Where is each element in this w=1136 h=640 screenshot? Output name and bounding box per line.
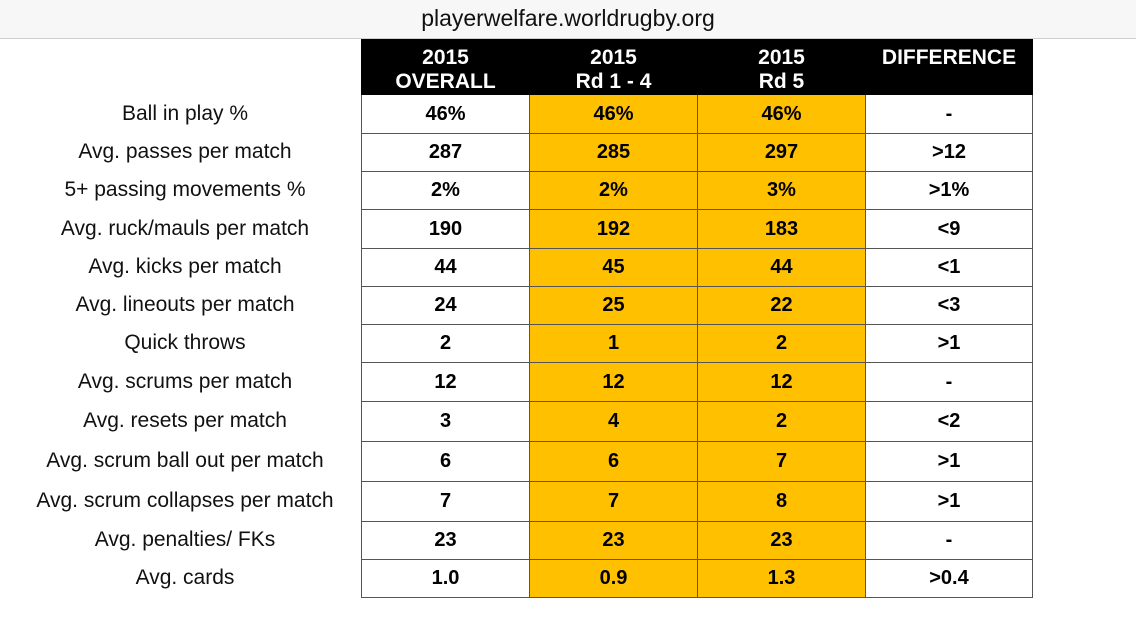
row-label: 5+ passing movements % [64,178,306,201]
table-cell: <3 [865,286,1033,325]
row-label: Avg. ruck/mauls per match [60,216,310,240]
table-cell: 2 [697,401,866,442]
table-cell: 1.3 [697,559,866,598]
table-cell: >1 [865,441,1033,482]
row-label: Avg. penalties/ FKs [94,528,276,551]
table-cell: - [865,362,1033,402]
column-header: DIFFERENCE [865,39,1033,95]
table-cell: >1 [865,481,1033,522]
row-label: Avg. scrum collapses per match [36,489,334,512]
table-row: 46% 46% 46% - [361,94,1033,134]
table-row: 287 285 297 >12 [361,133,1033,172]
table-cell: <1 [865,248,1033,287]
table-row: 23 23 23- [361,521,1033,560]
table-cell: 3% [697,171,866,210]
table-row: 44 45 44 <1 [361,248,1033,287]
table-cell: 25 [529,286,698,325]
table-cell: 23 [361,521,530,560]
table-row: 3 4 2 <2 [361,401,1033,442]
table-cell: 2% [361,171,530,210]
table-cell: 23 [697,521,866,560]
table-cell: 46% [529,94,698,134]
table-cell: 7 [361,481,530,522]
table-cell: 2% [529,171,698,210]
table-cell: 45 [529,248,698,287]
row-label: Avg. cards [135,566,235,589]
table-cell: 12 [697,362,866,402]
table-row: 2% 2% 3% >1% [361,171,1033,210]
row-label: Avg. scrum ball out per match [46,449,324,472]
table-cell: 4 [529,401,698,442]
data-table: 2015 OVERALL 2015 Rd 1 - 4 2015 Rd 5 DIFFERENC… [361,39,1033,598]
table-cell: 23 [529,521,698,560]
table-cell: 7 [529,481,698,522]
table-cell: 297 [697,133,866,172]
table-cell: >12 [865,133,1033,172]
table-cell: 6 [361,441,530,482]
table-cell: 1 [529,324,698,363]
table-cell: 2 [361,324,530,363]
table-row: 2 1 2 >1 [361,324,1033,363]
row-label: Avg. lineouts per match [75,293,295,316]
table-cell: >1% [865,171,1033,210]
column-header: 2015 OVERALL [361,39,530,95]
row-label: Avg. resets per match [83,409,287,432]
row-label: Avg. passes per match [78,140,292,163]
table-cell: - [865,521,1033,560]
table-cell: 12 [529,362,698,402]
table-cell: 8 [697,481,866,522]
table-cell: >0.4 [865,559,1033,598]
row-label: Avg. scrums per match [77,369,293,393]
table-cell: 3 [361,401,530,442]
table-cell: 190 [361,209,530,249]
table-cell: 2 [697,324,866,363]
table-cell: 46% [361,94,530,134]
table-cell: 24 [361,286,530,325]
source-url: playerwelfare.worldrugby.org [421,5,715,31]
table-row: 7 7 8 >1 [361,481,1033,522]
table-cell: >1 [865,324,1033,363]
table-cell: 192 [529,209,698,249]
table-cell: 6 [529,441,698,482]
table-cell: 12 [361,362,530,402]
table-cell: - [865,94,1033,134]
table-row: 6 6 7 >1 [361,441,1033,482]
row-label: Ball in play % [121,101,249,125]
row-label: Avg. kicks per match [88,255,282,278]
table-cell: 287 [361,133,530,172]
table-row: 1.0 0.9 1.3 >0.4 [361,559,1033,598]
table-row: 12 12 12- [361,362,1033,402]
column-header: 2015 Rd 5 [697,39,866,95]
table-cell: <9 [865,209,1033,249]
column-header: 2015 Rd 1 - 4 [529,39,698,95]
table-cell: 46% [697,94,866,134]
table-cell: 44 [697,248,866,287]
table-cell: <2 [865,401,1033,442]
table-cell: 7 [697,441,866,482]
table-cell: 183 [697,209,866,249]
table-cell: 44 [361,248,530,287]
table-row: 24 25 22 <3 [361,286,1033,325]
header-bar: playerwelfare.worldrugby.org [0,0,1136,39]
table-cell: 0.9 [529,559,698,598]
table-cell: 1.0 [361,559,530,598]
table-cell: 22 [697,286,866,325]
table-row: 190 192 183 <9 [361,209,1033,249]
row-label: Quick throws [124,331,246,354]
table-cell: 285 [529,133,698,172]
